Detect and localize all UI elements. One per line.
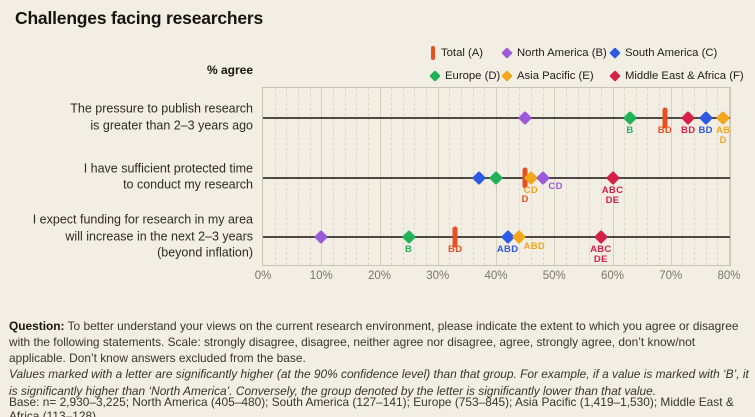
sig-label-line: DE [593,254,608,266]
category-label-line: I expect funding for research in my area [32,212,253,227]
data-point-d-row2 [488,170,504,185]
legend-marker-d [429,69,441,82]
significance-note: Values marked with a letter are signific… [9,367,749,398]
sig-label-a-row3: BD [448,244,463,255]
sig-label-a-row2: D [521,193,529,205]
sig-label-f-row3: ABC DE [590,244,612,266]
sig-label-e-row1: AB D [716,125,731,147]
sig-label-line: BD [657,125,673,136]
x-tick-60: 60% [600,270,625,282]
category-axis-line-3 [263,236,730,238]
category-label-line: (beyond inflation) [157,245,253,260]
sig-label-f-row1: BD [681,125,696,136]
x-tick-30: 30% [426,270,450,282]
question-text: To better understand your views on the c… [9,319,739,365]
sig-label-line: BD [448,244,463,255]
x-tick-10: 10% [309,270,333,282]
sig-label-line: D [719,135,727,147]
legend-marker-e [501,69,513,82]
legend-item-c: South America (C) [609,41,744,64]
legend-item-d: Europe (D) [429,64,503,87]
legend-label-c: South America (C) [625,46,718,59]
sig-label-a-row1: BD [657,125,673,136]
category-label-line: The pressure to publish research [70,101,253,116]
data-point-a-row1 [662,107,668,129]
category-label-line: I have sufficient protected time [83,161,253,175]
category-axis-line-1 [263,117,730,119]
legend: Total (A) North America (B) South America … [429,41,744,87]
sig-label-line: ABC [590,244,612,255]
legend-label-b: North America (B) [517,46,607,59]
x-tick-20: 20% [367,270,392,282]
legend-marker-b [501,46,513,59]
sig-label-line: DE [605,194,620,206]
legend-item-e: Asia Pacific (E) [501,64,611,87]
data-point-b-row3 [314,229,329,245]
sig-label-e-row2: CD [523,184,539,196]
legend-row-2: Europe (D) Asia Pacific (E) Middle East & … [429,64,744,87]
sig-label-d-row1: B [626,125,634,136]
sig-label-d-row3: B [405,244,413,255]
sig-label-line: AB [716,125,731,136]
plot-area: B BD BD BD AB D D CD CD ABC DE B BD ABD ABD ABC DE [262,87,731,266]
legend-label-f: Middle East & Africa (F) [625,69,744,82]
legend-label-d: Europe (D) [445,69,501,82]
question-note: Question: To better understand your view… [9,319,750,367]
value-axis-label: % agree [206,63,253,77]
category-label-line: will increase in the next 2–3 years [65,228,253,243]
legend-item-b: North America (B) [501,41,611,64]
sig-label-line: B [626,125,634,136]
sig-label-line: ABC [601,184,624,196]
category-label-line: is greater than 2–3 years ago [90,118,253,132]
x-tick-40: 40% [484,270,508,282]
x-tick-80: 80% [717,270,741,282]
x-tick-50: 50% [542,270,566,282]
legend-item-f: Middle East & Africa (F) [609,64,744,87]
data-point-a-row3 [452,226,458,248]
data-point-c-row1 [698,110,713,126]
sig-label-c-row3: ABD [496,244,519,255]
category-label-3: I expect funding for research in my area… [33,211,253,261]
x-tick-70: 70% [659,270,683,282]
sig-label-e-row3: ABD [523,241,546,252]
sig-label-f-row2: ABC DE [601,184,624,207]
page-title: Challenges facing researchers [15,8,264,28]
sig-label-line: ABD [496,244,519,255]
category-label-line: to conduct my research [123,177,253,192]
sig-label-line: BD [698,125,713,136]
sig-label-c-row1: BD [698,125,713,136]
data-point-f-row2 [605,170,620,185]
legend-label-e: Asia Pacific (E) [517,69,594,82]
legend-marker-c [609,46,621,59]
sig-label-line: CD [523,184,539,196]
legend-label-a: Total (A) [441,46,484,59]
question-label: Question: [9,319,65,333]
sig-label-line: D [521,193,529,205]
sig-label-b-row2: CD [548,180,563,192]
legend-marker-f [609,69,621,82]
category-label-1: The pressure to publish research is great… [70,101,253,134]
sig-label-line: CD [548,180,563,192]
category-label-2: I have sufficient protected time to condu… [84,160,253,193]
sig-label-line: ABD [523,241,546,252]
sig-label-line: BD [681,125,696,136]
x-tick-0: 0% [254,270,272,282]
legend-row-1: Total (A) North America (B) South America … [431,41,744,64]
sig-label-line: B [405,244,413,255]
data-point-f-row3 [593,229,608,245]
base-note: Base: n= 2,930–3,225; North America (405… [9,395,734,417]
legend-item-a: Total (A) [431,41,503,64]
legend-marker-a [431,45,435,60]
